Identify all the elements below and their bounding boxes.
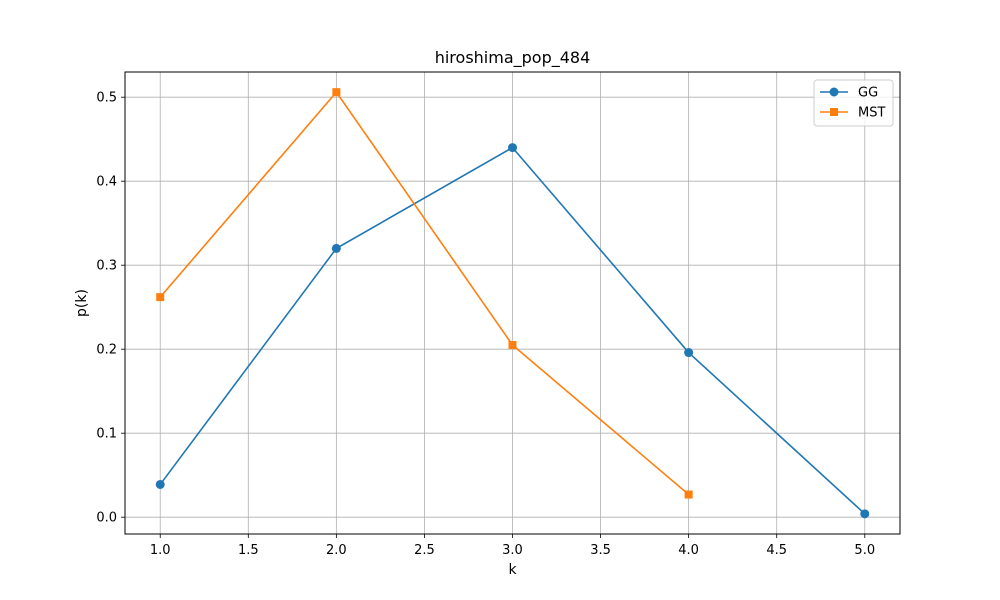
y-tick-label: 0.4 — [96, 175, 117, 190]
legend-item-gg: GG — [820, 86, 878, 101]
y-tick-label: 0.0 — [96, 511, 117, 526]
x-tick-label: 1.5 — [238, 543, 259, 558]
y-tick-label: 0.3 — [96, 259, 117, 274]
x-tick-label: 2.5 — [414, 543, 435, 558]
chart-title: hiroshima_pop_484 — [435, 48, 591, 68]
data-point — [332, 88, 341, 97]
legend-marker — [829, 87, 839, 97]
series-line-mst — [159, 90, 690, 496]
series-mst — [156, 88, 693, 499]
x-tick-label: 4.5 — [766, 543, 787, 558]
ticks: 1.0 1.5 2.0 2.5 3.0 3.5 4.0 4.5 5.0 0.0 0.1 0.2 0.3 0… — [96, 91, 875, 558]
y-tick-label: 0.5 — [96, 91, 117, 106]
y-tick-label: 0.2 — [96, 343, 117, 358]
legend-label: GG — [858, 86, 878, 101]
legend-label: MST — [858, 106, 885, 121]
legend-item-mst: MST — [820, 106, 885, 121]
legend-marker — [830, 108, 838, 116]
data-point — [508, 341, 517, 349]
data-point — [155, 479, 165, 489]
grid — [125, 72, 900, 534]
x-tick-label: 4.0 — [678, 543, 699, 558]
data-point — [331, 243, 341, 253]
legend: GG MST — [813, 79, 894, 127]
y-axis-label: p(k) — [74, 289, 90, 317]
series-layer — [155, 88, 870, 519]
x-tick-label: 1.0 — [150, 543, 171, 558]
series-gg — [155, 143, 870, 519]
x-tick-label: 2.0 — [326, 543, 347, 558]
x-tick-label: 3.0 — [502, 543, 523, 558]
data-point — [684, 490, 693, 499]
x-tick-label: 5.0 — [854, 543, 875, 558]
x-axis-label: k — [508, 562, 517, 578]
data-point — [508, 143, 517, 153]
data-point — [860, 509, 870, 519]
data-point — [156, 293, 165, 302]
data-point — [684, 348, 694, 358]
x-tick-label: 3.5 — [590, 543, 611, 558]
y-tick-label: 0.1 — [96, 427, 117, 442]
